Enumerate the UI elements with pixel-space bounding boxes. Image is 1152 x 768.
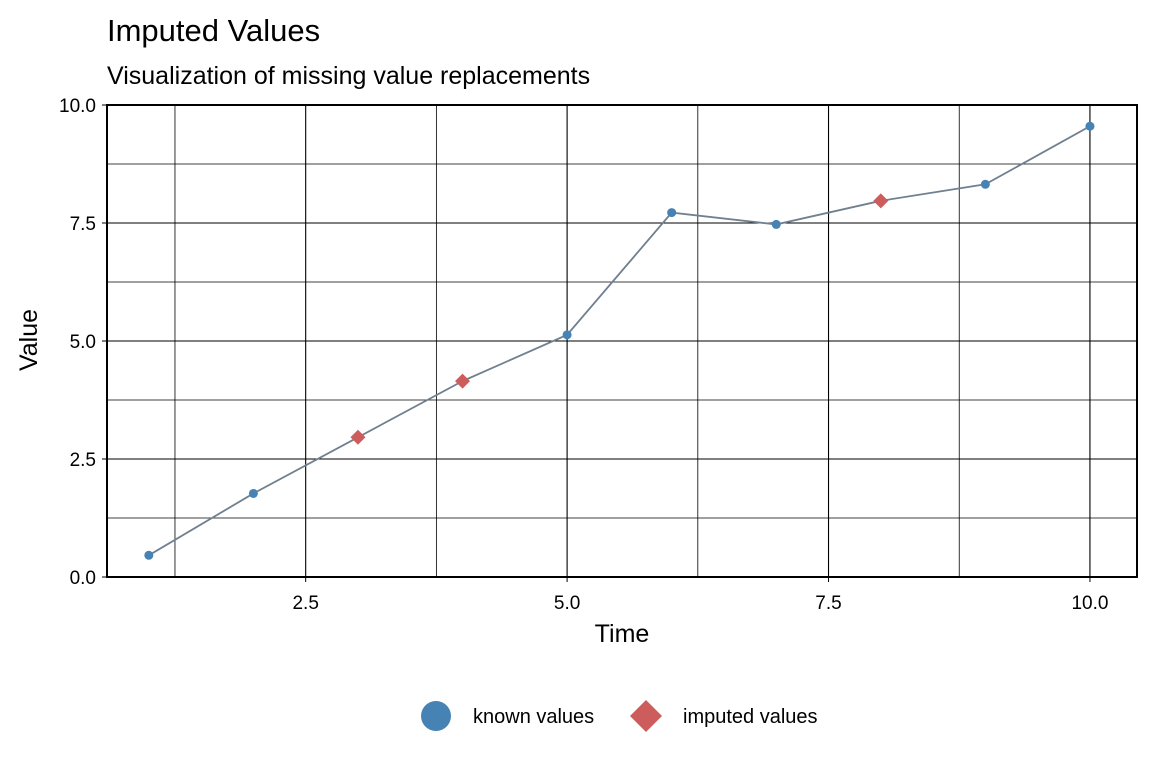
- y-tick-label: 2.5: [70, 450, 96, 471]
- imputed-value-point: [350, 429, 366, 445]
- x-tick-label: 10.0: [1071, 593, 1108, 614]
- known-value-point: [771, 219, 781, 229]
- legend-known-values-label: known values: [473, 706, 594, 728]
- plot-panel: [106, 104, 1138, 578]
- legend: known values imputed values: [421, 700, 818, 732]
- y-axis-ticks: 0.0 2.5 5.0 7.5 10.0: [59, 96, 107, 589]
- known-value-point: [667, 208, 677, 218]
- data-points: [144, 121, 1095, 560]
- x-axis-ticks: 2.5 5.0 7.5 10.0: [292, 577, 1108, 614]
- series-line: [148, 125, 1091, 557]
- known-value-point: [980, 179, 990, 189]
- legend-imputed-values-label: imputed values: [683, 706, 818, 728]
- y-axis-label: Value: [15, 309, 43, 371]
- chart-subtitle: Visualization of missing value replaceme…: [107, 62, 590, 90]
- y-tick-label: 5.0: [70, 332, 96, 353]
- known-value-point: [144, 550, 154, 560]
- grid-lines: [107, 104, 1137, 578]
- y-tick-label: 0.0: [70, 568, 96, 589]
- y-tick-label: 10.0: [59, 96, 96, 117]
- x-tick-label: 5.0: [554, 593, 580, 614]
- y-tick-label: 7.5: [70, 214, 96, 235]
- known-value-point: [1085, 121, 1095, 131]
- known-value-point: [248, 488, 258, 498]
- legend-imputed-values-marker: [630, 700, 662, 732]
- imputed-value-point: [873, 193, 889, 209]
- imputed-value-point: [455, 373, 471, 389]
- legend-known-values-marker: [421, 701, 451, 731]
- series-line-path: [148, 125, 1091, 557]
- x-axis-label: Time: [595, 620, 650, 648]
- x-tick-label: 2.5: [292, 593, 318, 614]
- x-tick-label: 7.5: [815, 593, 841, 614]
- chart-title: Imputed Values: [107, 13, 320, 48]
- known-value-point: [562, 330, 572, 340]
